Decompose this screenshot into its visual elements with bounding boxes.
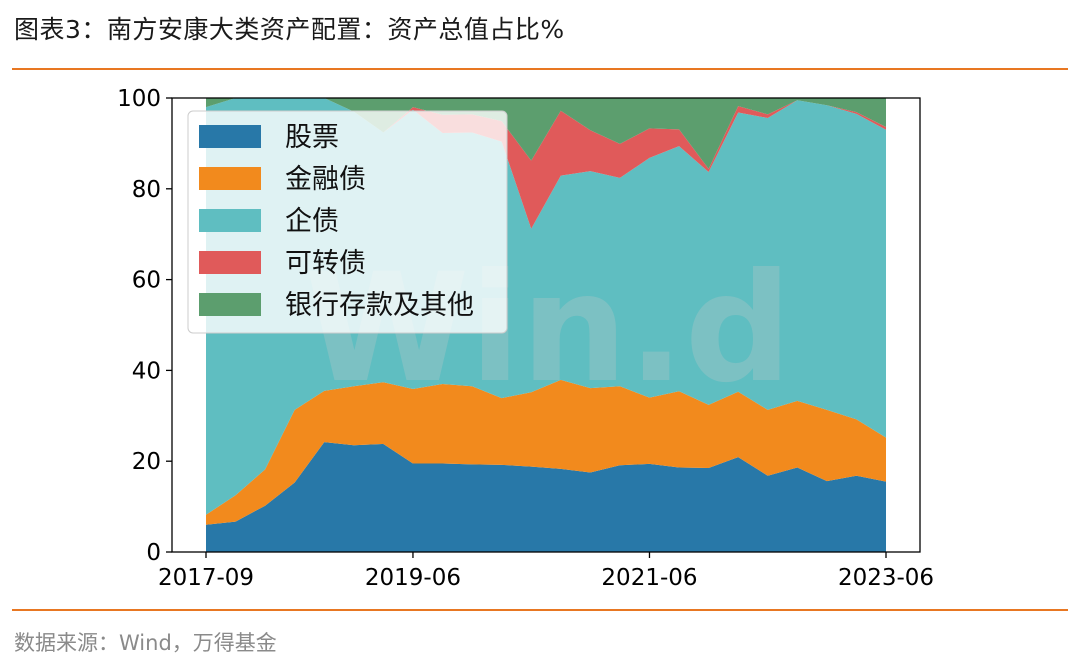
- legend-box: [187, 110, 508, 334]
- y-tick-label: 100: [117, 86, 161, 112]
- legend-label: 银行存款及其他: [285, 290, 474, 321]
- source-note: 数据来源：Wind，万得基金: [14, 631, 277, 655]
- page-title: 图表3：南方安康大类资产配置：资产总值占比%: [14, 15, 565, 44]
- legend-label: 金融债: [285, 164, 366, 195]
- top-divider: [12, 68, 1068, 70]
- legend-swatch: [199, 167, 261, 190]
- y-tick-label: 40: [132, 358, 161, 384]
- x-tick-label: 2019-06: [365, 565, 461, 591]
- y-tick-label: 0: [146, 540, 161, 566]
- x-tick-label: 2021-06: [601, 565, 697, 591]
- area-series-2: [206, 379, 886, 525]
- legend-label: 可转债: [285, 248, 366, 279]
- y-axis: 0 20 40 60 80 100: [117, 86, 172, 566]
- plot-frame: [171, 97, 921, 553]
- y-tick-label: 60: [132, 268, 161, 294]
- area-series-4: [206, 98, 886, 229]
- x-tick-label: 2023-06: [838, 565, 934, 591]
- legend-swatch: [199, 293, 261, 316]
- legend-label: 股票: [285, 122, 339, 153]
- x-axis: 2017-09 2019-06 2021-06 2023-06: [158, 552, 934, 591]
- legend-swatch: [199, 251, 261, 274]
- legend-swatch: [199, 125, 261, 148]
- area-series-1: [206, 442, 886, 552]
- bottom-divider: [12, 609, 1068, 611]
- x-tick-label: 2017-09: [158, 565, 254, 591]
- legend-swatch: [199, 209, 261, 232]
- y-tick-label: 20: [132, 449, 161, 475]
- y-tick-label: 80: [132, 177, 161, 203]
- legend-label: 企债: [285, 206, 339, 237]
